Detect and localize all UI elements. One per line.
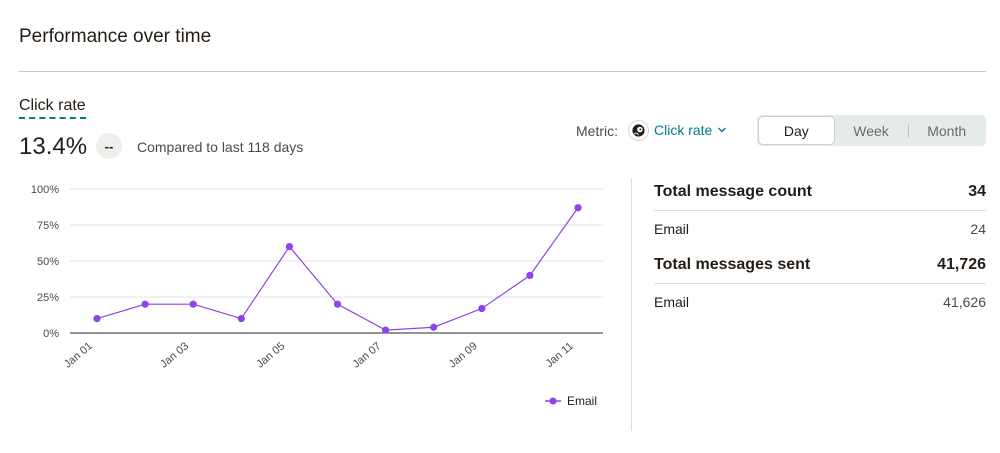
range-week-button[interactable]: Week <box>853 122 889 139</box>
email-sent-value: 41,626 <box>943 294 986 310</box>
range-month-button[interactable]: Month <box>927 122 967 139</box>
range-toggle: Day Week Month <box>757 115 986 146</box>
y-tick-label: 0% <box>43 328 59 340</box>
legend-series-marker <box>545 397 561 405</box>
email-count-value: 24 <box>970 221 986 237</box>
x-tick-label: Jan 03 <box>158 340 191 370</box>
title-divider <box>19 71 986 72</box>
x-tick-label: Jan 01 <box>62 340 95 370</box>
x-tick-label: Jan 09 <box>447 340 480 370</box>
stats-divider <box>654 210 986 211</box>
mailchimp-freddie-icon <box>628 120 649 141</box>
delta-badge: -- <box>96 133 122 159</box>
total-message-count-row: Total message count 34 <box>654 174 986 210</box>
data-point <box>333 300 342 308</box>
y-tick-label: 25% <box>37 292 59 304</box>
x-tick-label: Jan 05 <box>254 340 287 370</box>
stats-divider <box>654 283 986 284</box>
metric-value: 13.4% <box>19 133 88 160</box>
click-rate-chart: 100% 75% 50% 25% 0% Jan 01 Jan 03 Jan 05 Jan 07 J… <box>0 170 620 430</box>
data-point <box>141 300 149 308</box>
data-point <box>430 323 438 331</box>
data-point <box>382 326 390 334</box>
metric-dropdown-value: Click rate <box>654 122 713 138</box>
segment-divider <box>908 123 910 138</box>
total-messages-sent-label: Total messages sent <box>654 256 811 273</box>
x-tick-label: Jan 11 <box>544 340 576 370</box>
data-point <box>189 300 197 308</box>
chart-legend: Email <box>544 394 597 408</box>
total-messages-sent-value: 41,726 <box>937 256 986 273</box>
data-point <box>237 315 245 323</box>
page-title: Performance over time <box>19 26 212 47</box>
email-count-label: Email <box>654 221 690 237</box>
range-day-button[interactable]: Day <box>759 117 834 144</box>
comparison-text: Compared to last 118 days <box>137 139 304 155</box>
y-tick-label: 50% <box>37 256 59 268</box>
vertical-divider <box>631 178 632 431</box>
metric-picker-label: Metric: <box>576 123 618 139</box>
metric-label[interactable]: Click rate <box>19 97 86 119</box>
total-message-count-value: 34 <box>968 183 986 200</box>
data-point <box>574 204 582 212</box>
total-message-count-label: Total message count <box>654 183 812 200</box>
y-tick-label: 75% <box>37 220 59 232</box>
chevron-down-icon <box>718 127 727 133</box>
data-point <box>478 304 486 313</box>
line-chart-svg: 100% 75% 50% 25% 0%Jan 01 Jan 03 Jan 05 Jan 07 J… <box>31 184 603 371</box>
stats-table: Total message count 34 Email 24 Total me… <box>654 174 986 320</box>
email-sent-row: Email 41,626 <box>654 284 986 320</box>
data-point <box>93 315 101 323</box>
legend-series-label: Email <box>567 394 598 408</box>
email-sent-label: Email <box>654 294 690 310</box>
data-point <box>526 271 534 279</box>
email-count-row: Email 24 <box>654 211 986 247</box>
data-point <box>285 243 293 251</box>
x-tick-label: Jan 07 <box>351 340 384 370</box>
series-line <box>96 207 579 331</box>
total-messages-sent-row: Total messages sent 41,726 <box>654 247 986 283</box>
metric-dropdown[interactable]: Click rate <box>654 122 727 138</box>
y-tick-label: 100% <box>31 184 59 196</box>
